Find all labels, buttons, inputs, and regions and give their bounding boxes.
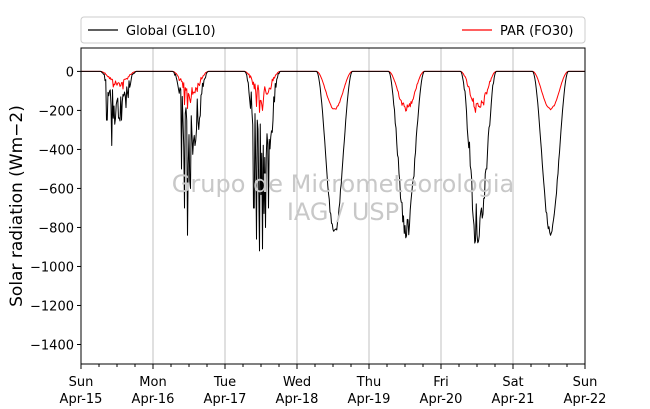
x-tick-date-1: Apr-16 <box>132 392 175 407</box>
x-tick-day-7: Sun <box>573 375 598 390</box>
y-tick-label-5: −1000 <box>30 260 74 275</box>
watermark-line-0: Grupo de Micrometeorologia <box>172 170 514 198</box>
x-tick-date-4: Apr-19 <box>348 392 391 407</box>
series-layer <box>81 70 585 252</box>
series-line-0 <box>81 70 585 252</box>
legend-label-1: PAR (FO30) <box>500 24 573 39</box>
x-tick-day-1: Mon <box>139 375 166 390</box>
x-tick-day-0: Sun <box>69 375 94 390</box>
legend-label-0: Global (GL10) <box>126 24 216 39</box>
x-axis: Sun Apr-15 Mon Apr-16 Tue Apr-17 Wed Apr-18 Thu A… <box>60 364 607 407</box>
legend-box <box>80 16 586 44</box>
y-tick-label-7: −1400 <box>30 338 74 353</box>
y-tick-label-4: −800 <box>38 221 74 236</box>
y-tick-label-3: −600 <box>38 182 74 197</box>
y-tick-label-0: 0 <box>66 65 74 80</box>
x-tick-day-2: Tue <box>213 375 236 390</box>
x-tick-day-6: Sat <box>502 375 523 390</box>
y-tick-label-6: −1200 <box>30 299 74 314</box>
x-tick-day-5: Fri <box>433 375 449 390</box>
x-tick-date-0: Apr-15 <box>60 392 103 407</box>
x-tick-date-6: Apr-21 <box>492 392 535 407</box>
x-tick-date-7: Apr-22 <box>564 392 607 407</box>
x-tick-date-2: Apr-17 <box>204 392 247 407</box>
x-tick-day-3: Wed <box>283 375 311 390</box>
series-line-1 <box>81 70 585 113</box>
watermark-line-1: IAG / USP <box>287 198 399 226</box>
x-tick-day-4: Thu <box>356 375 381 390</box>
x-tick-date-5: Apr-20 <box>420 392 463 407</box>
legend: Global (GL10) PAR (FO30) <box>80 16 586 44</box>
y-tick-label-2: −400 <box>38 143 74 158</box>
y-axis-label: Solar radiation (Wm−2) <box>7 105 27 307</box>
y-axis: 0 −200 −400 −600 −800 −1000 −1200 −1400 <box>30 65 81 353</box>
grid-lines <box>152 48 514 364</box>
y-tick-label-1: −200 <box>38 104 74 119</box>
x-tick-date-3: Apr-18 <box>276 392 319 407</box>
